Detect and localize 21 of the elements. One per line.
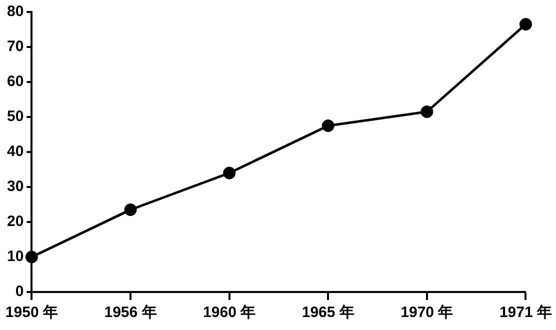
x-tick-label: 1956 年: [104, 304, 157, 322]
x-tick-label: 1960 年: [203, 304, 256, 322]
point: [420, 106, 434, 118]
y-tick-label: 70: [6, 38, 24, 56]
y-tick-label: 0: [15, 283, 24, 300]
point: [25, 250, 38, 264]
point: [519, 18, 532, 30]
y-tick-label: 60: [6, 73, 24, 90]
x-tick-label: 1950 年: [5, 304, 58, 322]
y-tick-label: 30: [6, 178, 24, 196]
y-tick-label: 40: [6, 143, 24, 160]
x-tick-label: 1965 年: [302, 304, 354, 322]
y-tick-label: 50: [6, 108, 24, 126]
x-tick-label: 1971 年: [499, 304, 552, 322]
y-tick-label: 20: [6, 213, 24, 230]
y-tick-label: 80: [6, 3, 24, 20]
y-tick-label: 10: [6, 248, 24, 266]
point: [223, 166, 236, 180]
point: [322, 120, 334, 132]
point: [124, 204, 137, 216]
x-tick-label: 1970 年: [400, 304, 454, 322]
